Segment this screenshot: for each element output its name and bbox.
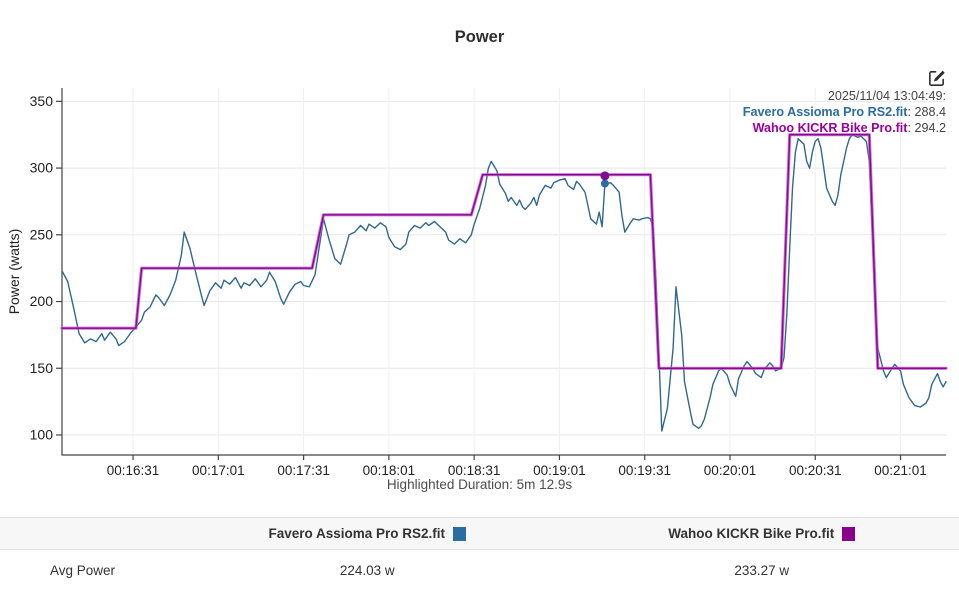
tooltip-wahoo-label: Wahoo KICKR Bike Pro.fit bbox=[752, 121, 908, 136]
series-line-wahoo[interactable] bbox=[61, 133, 947, 369]
edit-icon-glyph bbox=[929, 70, 945, 86]
legend-wahoo-label: Wahoo KICKR Bike Pro.fit bbox=[668, 526, 835, 541]
hover-marker-favero bbox=[600, 179, 609, 188]
y-tick-label: 150 bbox=[30, 360, 54, 376]
x-tick-label: 00:19:01 bbox=[533, 463, 586, 478]
x-tick-label: 00:18:31 bbox=[448, 463, 501, 478]
x-tick-label: 00:16:31 bbox=[107, 463, 160, 478]
avg-power-row: Avg Power 224.03 w 233.27 w bbox=[0, 550, 959, 590]
tooltip-favero-value: : 288.4 bbox=[907, 105, 946, 120]
legend-spacer bbox=[0, 518, 170, 549]
series-line-favero[interactable] bbox=[61, 133, 947, 432]
avg-power-wahoo-value: 233.27 w bbox=[734, 562, 790, 578]
y-tick-label: 300 bbox=[30, 160, 54, 176]
legend-item-wahoo[interactable]: Wahoo KICKR Bike Pro.fit bbox=[565, 518, 959, 549]
page-title: Power bbox=[454, 28, 505, 46]
y-axis-label: Power (watts) bbox=[6, 229, 22, 315]
tooltip-timestamp: 2025/11/04 13:04:49: bbox=[827, 89, 946, 103]
series-halo-wahoo bbox=[60, 133, 948, 370]
x-tick-label: 00:17:31 bbox=[277, 463, 330, 478]
y-tick-label: 100 bbox=[30, 426, 54, 442]
power-chart[interactable]: 100 150 200 250 300 350 00:16:31 00:17:01 00:17:… bbox=[0, 58, 959, 488]
legend-header-row: Favero Assioma Pro RS2.fit Wahoo KICKR B… bbox=[0, 517, 959, 550]
x-tick-label: 00:20:31 bbox=[789, 463, 842, 478]
wahoo-color-swatch bbox=[842, 526, 856, 541]
favero-color-swatch bbox=[453, 526, 467, 541]
x-tick-label: 00:18:01 bbox=[363, 463, 416, 478]
y-tick-label: 250 bbox=[30, 226, 54, 242]
y-tick-label: 350 bbox=[30, 93, 54, 109]
hover-marker-wahoo bbox=[600, 171, 610, 181]
y-tick-label: 200 bbox=[30, 293, 54, 309]
x-tick-label: 00:21:01 bbox=[874, 463, 927, 478]
x-tick-label: 00:19:31 bbox=[618, 463, 671, 478]
edit-icon[interactable] bbox=[927, 69, 946, 88]
tooltip-line-favero: Favero Assioma Pro RS2.fit: 288.4 bbox=[743, 104, 946, 120]
tooltip-line-wahoo: Wahoo KICKR Bike Pro.fit: 294.2 bbox=[743, 120, 946, 136]
highlighted-duration: Highlighted Duration: 5m 12.9s bbox=[386, 477, 573, 492]
avg-power-favero-value: 224.03 w bbox=[339, 562, 395, 578]
avg-power-label: Avg Power bbox=[50, 562, 116, 578]
tooltip-favero-label: Favero Assioma Pro RS2.fit bbox=[742, 105, 908, 120]
legend-item-favero[interactable]: Favero Assioma Pro RS2.fit bbox=[170, 518, 565, 549]
tooltip-wahoo-value: : 294.2 bbox=[907, 121, 946, 136]
legend-favero-label: Favero Assioma Pro RS2.fit bbox=[268, 526, 446, 541]
x-tick-label: 00:17:01 bbox=[192, 463, 245, 478]
x-tick-label: 00:20:01 bbox=[704, 463, 757, 478]
hover-tooltip: 2025/11/04 13:04:49: Favero Assioma Pro … bbox=[743, 88, 946, 137]
